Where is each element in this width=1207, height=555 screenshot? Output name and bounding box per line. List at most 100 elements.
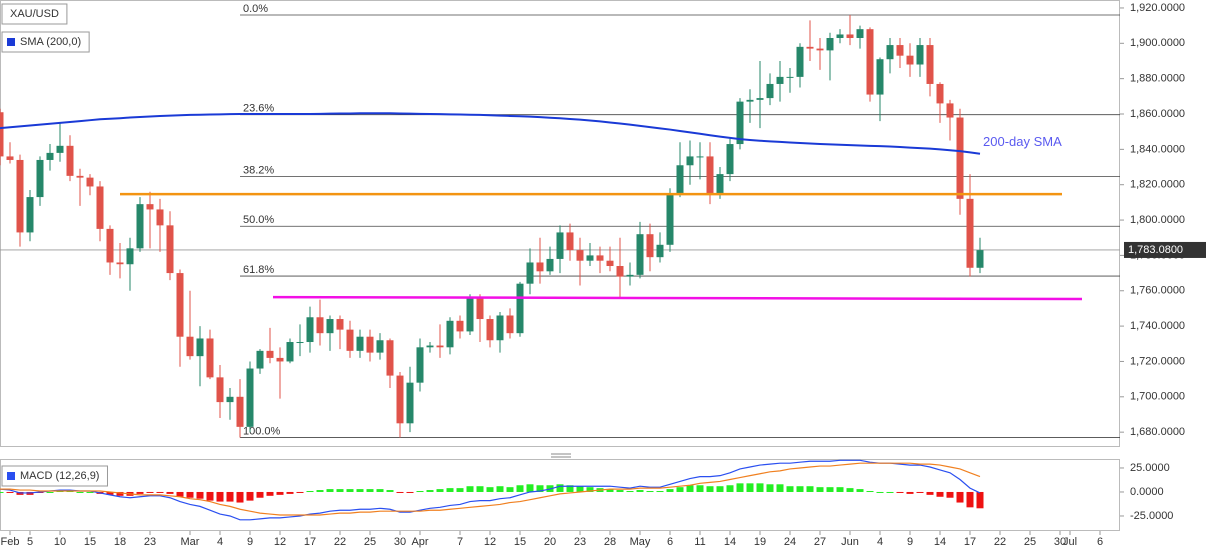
candle-body [146, 204, 154, 210]
last-price-label: 1,783.0800 [1128, 244, 1183, 256]
histogram-bar [636, 490, 644, 492]
histogram-bar [676, 487, 684, 492]
x-tick-label: 5 [27, 536, 33, 548]
x-tick-label: 30 [1054, 536, 1066, 548]
y-tick-label: 0.0000 [1130, 486, 1164, 498]
y-tick-label: -25.0000 [1130, 510, 1173, 522]
x-tick-label: May [630, 536, 651, 548]
candle-body [276, 357, 284, 362]
histogram-bar [116, 491, 124, 496]
histogram-bar [526, 484, 534, 492]
candle-body [466, 297, 474, 332]
candle-body [326, 319, 334, 334]
candle-body [486, 319, 494, 341]
histogram-bar [336, 489, 344, 492]
x-tick-label: 30 [394, 536, 406, 548]
macd-panel-frame [0, 459, 1120, 531]
histogram-bar [806, 486, 814, 492]
panel-resize-grip[interactable] [551, 453, 571, 458]
candle-body [526, 262, 534, 284]
histogram-bar [666, 489, 674, 492]
histogram-bar [516, 485, 524, 492]
candle-body [846, 34, 854, 39]
histogram-bar [266, 491, 274, 496]
y-tick-label: 1,820.0000 [1130, 179, 1185, 191]
candle-body [416, 347, 424, 383]
y-tick-label: 1,920.0000 [1130, 2, 1185, 14]
histogram-bar [416, 491, 424, 493]
histogram-bar [246, 491, 254, 501]
last-price-box [1124, 241, 1206, 258]
candle-body [186, 336, 194, 357]
histogram-bar [486, 487, 494, 492]
x-tick-label: Jul [1063, 536, 1077, 548]
histogram-bar [306, 491, 314, 493]
candle-body [736, 101, 744, 145]
histogram-bar [686, 485, 694, 492]
x-tick-label: 25 [364, 536, 376, 548]
candle-body [16, 159, 24, 233]
candle-body [296, 342, 304, 344]
histogram-bar [0, 491, 4, 493]
candle-body [606, 260, 614, 267]
candle-body [246, 368, 254, 427]
fib-label: 0.0% [243, 3, 268, 15]
x-tick-label: 24 [784, 536, 796, 548]
candle-body [96, 186, 104, 229]
candle-body [916, 45, 924, 65]
histogram-bar [446, 488, 454, 492]
legend-box [1, 465, 108, 487]
y-tick-label: 1,700.0000 [1130, 391, 1185, 403]
y-tick-label: 1,680.0000 [1130, 426, 1185, 438]
candle-body [656, 244, 664, 258]
x-tick-label: 17 [304, 536, 316, 548]
candle-body [196, 338, 204, 357]
histogram-bar [156, 491, 164, 493]
y-tick-label: 1,760.0000 [1130, 285, 1185, 297]
candle-body [56, 145, 64, 153]
candle-body [666, 193, 674, 245]
legend-label: MACD (12,26,9) [20, 470, 99, 482]
histogram-bar [956, 491, 964, 503]
candle-body [216, 377, 224, 403]
histogram-bar [296, 491, 304, 493]
histogram-bar [776, 484, 784, 492]
histogram-bar [816, 487, 824, 492]
sma-line [0, 112, 981, 155]
candle-body [926, 45, 934, 84]
y-tick-label: 1,880.0000 [1130, 73, 1185, 85]
legend-swatch [7, 472, 15, 480]
histogram-bar [926, 491, 934, 495]
y-tick-label: 1,740.0000 [1130, 320, 1185, 332]
x-tick-label: 22 [994, 536, 1006, 548]
candle-body [806, 46, 814, 49]
histogram-bar [496, 486, 504, 492]
candle-body [966, 198, 974, 268]
x-tick-label: 4 [217, 536, 223, 548]
x-tick-label: 6 [1097, 536, 1103, 548]
histogram-bar [76, 491, 84, 493]
candle-body [86, 177, 94, 187]
x-tick-label: 14 [724, 536, 736, 548]
histogram-bar [46, 491, 54, 493]
candle-body [596, 255, 604, 261]
candle-body [556, 232, 564, 259]
histogram-bar [706, 486, 714, 492]
legend-label: SMA (200,0) [20, 36, 81, 48]
candle-body [26, 197, 34, 233]
histogram-bar [646, 491, 654, 493]
histogram-bar [436, 489, 444, 492]
x-tick-label: 28 [604, 536, 616, 548]
candle-body [686, 156, 694, 166]
candle-body [426, 345, 434, 348]
x-tick-label: 17 [964, 536, 976, 548]
candle-body [496, 315, 504, 341]
candle-body [616, 266, 624, 277]
histogram-bar [866, 491, 874, 493]
candle-body [786, 76, 794, 78]
x-tick-label: 15 [514, 536, 526, 548]
candle-body [436, 345, 444, 348]
candle-body [306, 317, 314, 343]
histogram-bar [326, 489, 334, 492]
macd-line [0, 459, 981, 521]
